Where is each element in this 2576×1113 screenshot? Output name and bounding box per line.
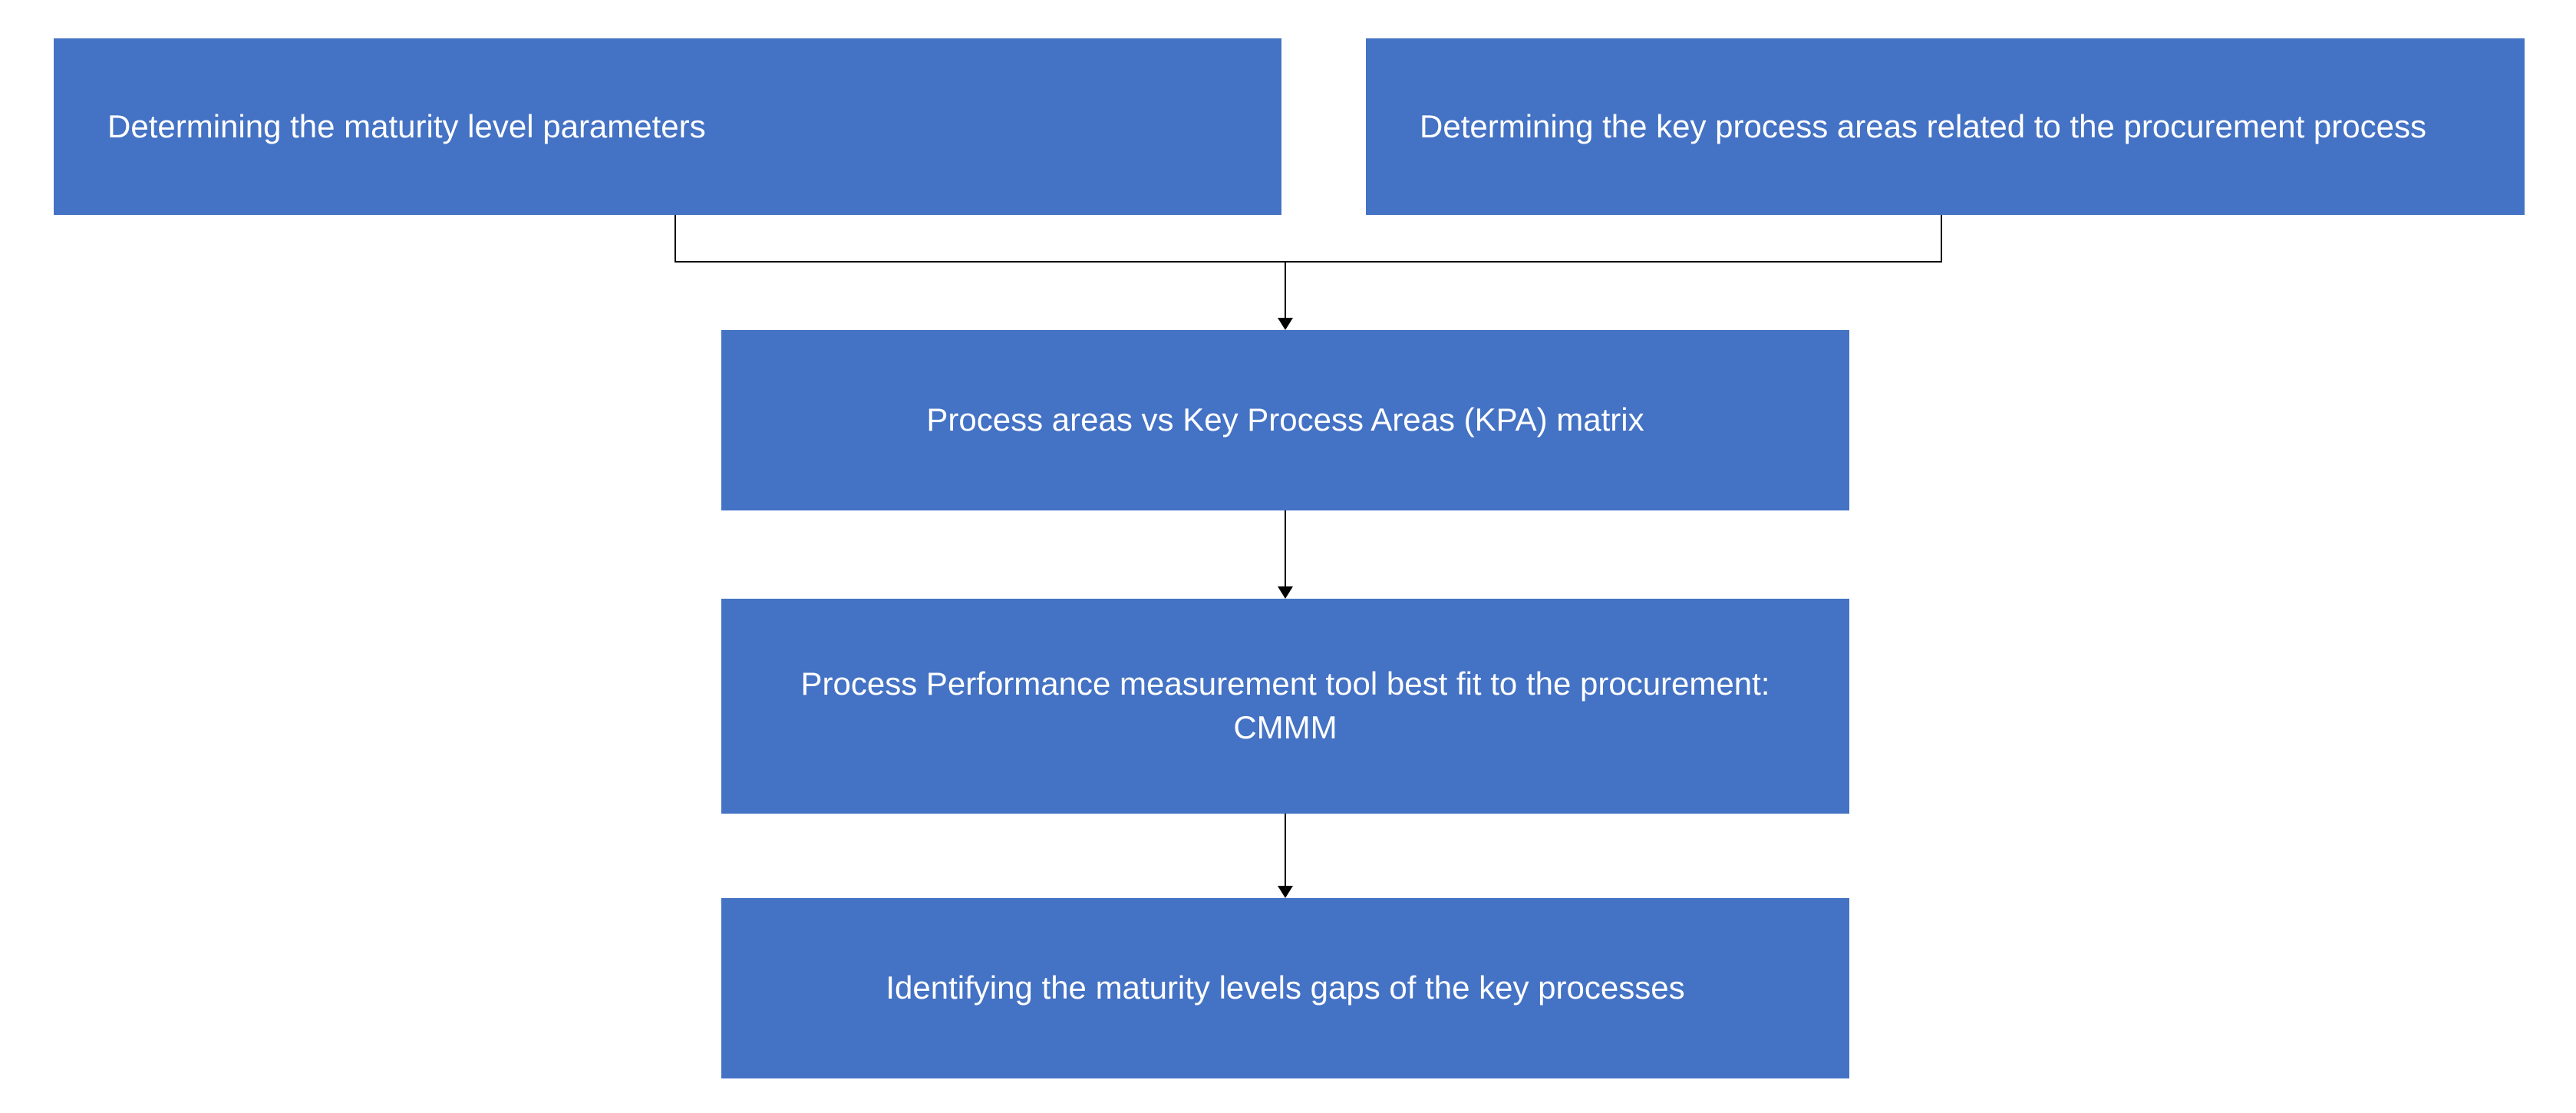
- arrowhead-icon: [1278, 586, 1293, 599]
- arrowhead-icon: [1278, 886, 1293, 898]
- connector-segment: [1285, 510, 1286, 586]
- flow-node-label: Process Performance measurement tool bes…: [801, 662, 1770, 749]
- flow-node-label: Process areas vs Key Process Areas (KPA)…: [926, 398, 1644, 442]
- flowchart-canvas: Determining the maturity level parameter…: [0, 0, 2576, 1113]
- flow-node-kpa-matrix: Process areas vs Key Process Areas (KPA)…: [721, 330, 1849, 510]
- connector-segment: [1285, 814, 1286, 886]
- flow-node-label: Determining the maturity level parameter…: [107, 105, 706, 149]
- flow-node-maturity-gaps: Identifying the maturity levels gaps of …: [721, 898, 1849, 1078]
- connector-segment: [675, 215, 676, 261]
- flow-node-label: Identifying the maturity levels gaps of …: [886, 966, 1684, 1010]
- connector-segment: [1285, 261, 1286, 318]
- connector-segment: [1941, 215, 1942, 261]
- flow-node-label: Determining the key process areas relate…: [1420, 105, 2426, 149]
- connector-segment: [675, 261, 1942, 263]
- flow-node-cmmm: Process Performance measurement tool bes…: [721, 599, 1849, 814]
- flow-node-maturity-parameters: Determining the maturity level parameter…: [54, 38, 1281, 215]
- arrowhead-icon: [1278, 318, 1293, 330]
- flow-node-key-process-areas: Determining the key process areas relate…: [1366, 38, 2525, 215]
